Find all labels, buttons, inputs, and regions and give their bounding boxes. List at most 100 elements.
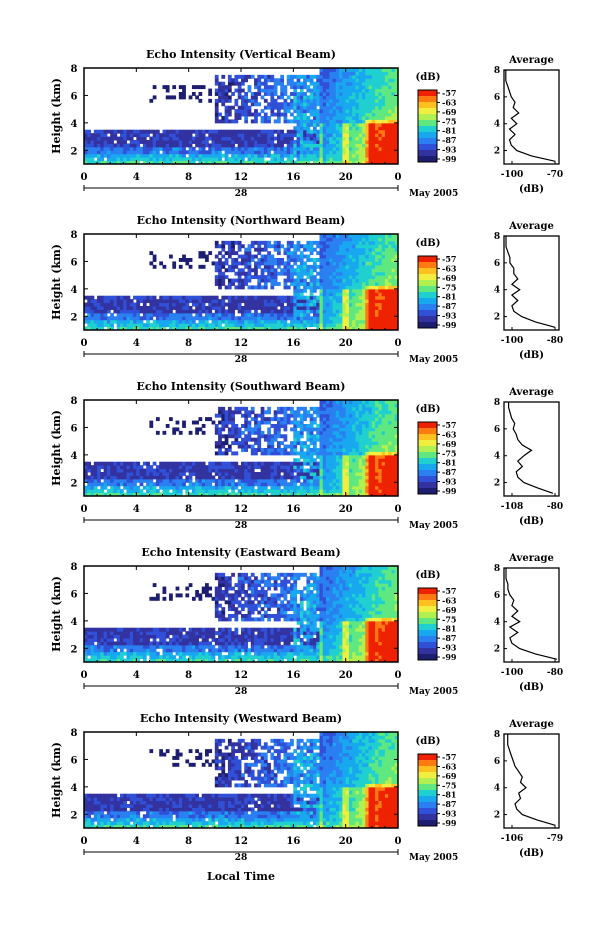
heatmap-cell [306,482,311,487]
x-tick-label: 8 [185,172,192,183]
heatmap-cell [103,485,108,490]
heatmap-cell [296,133,301,138]
heatmap-cell [90,468,95,473]
heatmap-cell [345,316,350,321]
heatmap-cell [293,278,298,283]
heatmap-cell [345,485,350,490]
heatmap-cell [319,437,324,442]
heatmap-cell [283,424,288,428]
heatmap-cell [218,437,222,442]
heatmap-cell [270,434,275,439]
heatmap-cell [326,444,330,449]
heatmap-cell [345,71,350,76]
heatmap-cell [276,434,281,439]
heatmap-cell [254,81,258,86]
heatmap-cell [355,153,360,158]
heatmap-cell [309,143,314,148]
heatmap-cell [290,157,294,162]
heatmap-cell [267,309,271,314]
heatmap-cell [257,492,262,497]
heatmap-cell [152,254,157,259]
heatmap-cell [276,282,281,286]
heatmap-cell [339,295,343,300]
heatmap-cell [358,133,363,138]
heatmap-cell [375,98,379,103]
heatmap-cell [326,465,330,470]
heatmap-cell [391,140,396,144]
heatmap-cell [290,271,294,276]
heatmap-cell [348,85,353,90]
heatmap-cell [273,78,278,83]
heatmap-cell [155,146,160,151]
heatmap-cell [348,403,353,408]
heatmap-cell [100,157,105,162]
heatmap-cell [247,420,252,425]
heatmap-cell [224,153,229,158]
heatmap-cell [214,264,219,269]
heatmap-cell [345,74,350,79]
heatmap-cell [348,261,353,266]
heatmap-cell [280,146,285,151]
heatmap-cell [303,268,307,273]
heatmap-cell [293,424,298,428]
heatmap-cell [257,485,262,490]
heatmap-cell [175,316,180,321]
heatmap-cell [309,292,314,297]
heatmap-cell [293,430,298,435]
heatmap-cell [191,465,196,470]
heatmap-cell [312,427,317,432]
heatmap-cell [90,319,95,324]
heatmap-cell [362,312,366,317]
heatmap-cell [113,295,118,300]
heatmap-cell [276,417,281,422]
heatmap-cell [280,88,285,93]
heatmap-cell [123,316,128,321]
heatmap-cell [394,126,399,131]
heatmap-cell [195,430,199,435]
heatmap-cell [234,427,239,432]
heatmap-cell [234,119,239,124]
heatmap-cell [110,492,114,497]
heatmap-cell [296,278,301,283]
heatmap-cell [270,244,275,249]
heatmap-cell [316,112,320,117]
heatmap-cell [250,430,255,435]
heatmap-cell [247,254,252,259]
heatmap-cell [250,326,255,331]
heatmap-cell [368,129,373,134]
heatmap-cell [303,312,307,317]
heatmap-cell [211,136,216,141]
heatmap-cell [270,153,275,158]
heatmap-cell [169,475,173,480]
heatmap-cell [263,240,268,245]
heatmap-cell [182,306,186,310]
heatmap-cell [345,116,350,120]
colorbar-swatch [418,292,437,299]
heatmap-cell [218,319,222,324]
heatmap-cell [241,146,245,151]
heatmap-cell [365,143,370,148]
heatmap-cell [348,254,353,259]
heatmap-cell [149,316,154,321]
heatmap-cell [260,472,265,476]
heatmap-cell [319,285,324,290]
heatmap-cell [319,126,324,131]
heatmap-cell [306,264,311,269]
heatmap-cell [384,244,389,249]
heatmap-cell [332,288,337,293]
heatmap-cell [247,430,252,435]
heatmap-cell [355,140,360,144]
heatmap-cell [136,478,141,483]
heatmap-cell [368,160,373,165]
heatmap-cell [365,312,370,317]
heatmap-cell [227,309,232,314]
heatmap-cell [355,319,360,324]
heatmap-cell [381,271,386,276]
heatmap-cell [133,160,137,165]
heatmap-cell [306,240,311,245]
heatmap-cell [267,312,271,317]
heatmap-cell [250,406,255,411]
heatmap-cell [312,261,317,266]
heatmap-cell [106,302,111,307]
average-x-tick-label: -70 [547,170,563,180]
